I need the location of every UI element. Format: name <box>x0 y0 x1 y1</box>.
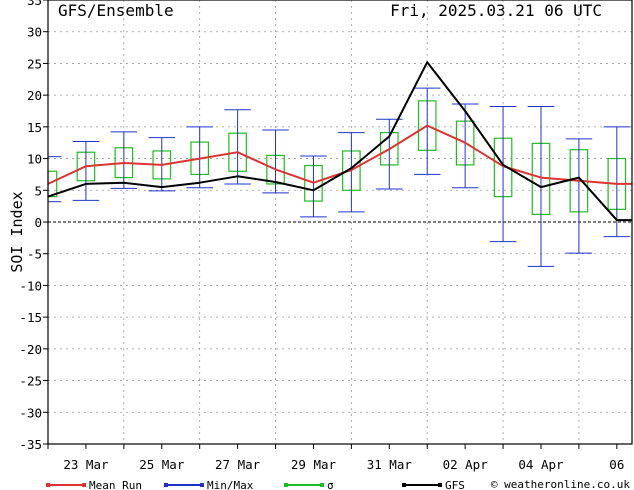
series-line-mean <box>47 124 632 185</box>
minmax-whisker <box>186 126 213 189</box>
y-tick-label: 10 <box>27 152 42 167</box>
legend-marker <box>46 483 50 487</box>
minmax-whisker <box>603 126 631 238</box>
x-tick-label: 04 Apr <box>518 457 564 472</box>
x-tick-label: 23 Mar <box>63 457 109 472</box>
x-tick-label: 25 Mar <box>139 457 185 472</box>
y-tick-label: -5 <box>27 247 42 262</box>
legend-label: σ <box>327 479 334 490</box>
y-tick-label: 0 <box>34 215 42 230</box>
legend-item-mean: Mean Run <box>46 479 142 490</box>
minmax-whisker <box>338 132 365 213</box>
legend-marker <box>402 483 406 487</box>
x-tick-label: 29 Mar <box>291 457 337 472</box>
legend-marker <box>164 483 168 487</box>
sigma-boxes <box>47 100 627 215</box>
legend: Mean Run Min/Max σ GFS <box>46 479 465 490</box>
legend-marker <box>200 483 204 487</box>
minmax-whisker <box>72 140 100 201</box>
y-tick-label: 30 <box>27 25 42 40</box>
y-tick-label: -35 <box>19 437 42 452</box>
minmax-whisker <box>110 131 138 189</box>
legend-marker <box>438 483 442 487</box>
minmax-whisker <box>451 103 479 189</box>
plot-frame <box>47 0 633 445</box>
y-tick-label: 15 <box>27 120 42 135</box>
legend-item-gfs: GFS <box>402 479 465 490</box>
y-tick-label: 35 <box>27 0 42 8</box>
legend-label: Min/Max <box>207 479 254 490</box>
y-tick-label: 5 <box>34 183 42 198</box>
y-tick-label: 25 <box>27 56 42 71</box>
y-tick-label: -25 <box>19 374 42 389</box>
series-lines <box>47 61 632 222</box>
y-tick-label: -20 <box>19 342 42 357</box>
x-tick-label: 02 Apr <box>443 457 489 472</box>
minmax-whisker <box>413 87 441 175</box>
y-axis: 35 30 25 20 15 10 5 0 -5 -10 -15 -20 -25 -30 -35 <box>19 0 48 452</box>
minmax-whisker <box>224 109 251 185</box>
legend-item-sigma: σ <box>284 479 334 490</box>
x-tick-label: 06 <box>609 457 624 472</box>
y-tick-label: -30 <box>19 405 42 420</box>
legend-marker <box>320 483 324 487</box>
y-axis-label: SOI Index <box>8 191 26 272</box>
minmax-whisker <box>300 155 327 218</box>
x-tick-label: 27 Mar <box>215 457 261 472</box>
minmax-whiskers <box>47 87 631 267</box>
minmax-whisker <box>489 106 517 243</box>
legend-label: Mean Run <box>89 479 142 490</box>
y-tick-label: 20 <box>27 88 42 103</box>
legend-label: GFS <box>445 479 465 490</box>
grid-lines <box>48 0 632 444</box>
credit-text: © weatheronline.co.uk <box>491 478 630 490</box>
series-line-gfs <box>47 61 632 222</box>
legend-item-minmax: Min/Max <box>164 479 254 490</box>
minmax-whisker <box>565 138 593 254</box>
legend-marker <box>284 483 288 487</box>
chart-header-title: GFS/Ensemble <box>58 1 174 20</box>
legend-marker <box>82 483 86 487</box>
x-axis: 23 Mar 25 Mar 27 Mar 29 Mar 31 Mar 02 Apr 04 A… <box>47 444 624 472</box>
y-tick-label: -10 <box>19 278 42 293</box>
y-tick-label: -15 <box>19 310 42 325</box>
x-tick-label: 31 Mar <box>367 457 413 472</box>
chart-header-run-time: Fri, 2025.03.21 06 UTC <box>390 1 602 20</box>
